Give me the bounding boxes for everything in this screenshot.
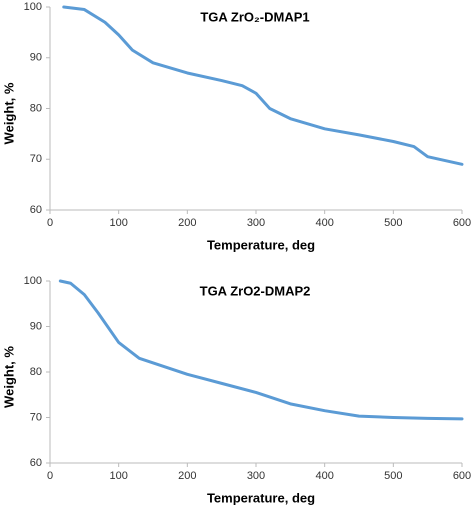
x-tick-label: 100 <box>109 470 127 482</box>
x-tick-label: 200 <box>178 470 196 482</box>
x-tick-label: 300 <box>247 217 265 229</box>
y-tick-label: 100 <box>24 1 42 13</box>
y-tick-label: 80 <box>30 102 42 114</box>
y-tick-label: 70 <box>30 411 42 423</box>
x-axis-title: Temperature, deg <box>207 237 315 252</box>
x-tick-label: 0 <box>47 217 53 229</box>
y-axis-title: Weight, % <box>1 82 16 144</box>
x-tick-label: 500 <box>384 470 402 482</box>
y-tick-label: 90 <box>30 52 42 64</box>
y-tick-label: 70 <box>30 153 42 165</box>
line-series <box>62 5 464 166</box>
x-tick-label: 400 <box>315 470 333 482</box>
x-tick-label: 600 <box>453 217 471 229</box>
y-axis-title: Weight, % <box>1 346 16 408</box>
x-tick-label: 100 <box>109 217 127 229</box>
y-tick-label: 60 <box>30 204 42 216</box>
y-tick-label: 80 <box>30 366 42 378</box>
y-tick-label: 90 <box>30 320 42 332</box>
x-tick-label: 500 <box>384 217 402 229</box>
x-tick-label: 600 <box>453 470 471 482</box>
chart-title: TGA ZrO2-DMAP2 <box>200 283 311 298</box>
x-tick-label: 400 <box>315 217 333 229</box>
x-axis-title: Temperature, deg <box>207 490 315 505</box>
x-tick-label: 300 <box>247 470 265 482</box>
line-series <box>58 279 464 421</box>
x-tick-label: 0 <box>47 470 53 482</box>
x-tick-label: 200 <box>178 217 196 229</box>
y-tick-label: 100 <box>24 275 42 287</box>
chart-title: TGA ZrO₂-DMAP1 <box>200 9 309 24</box>
y-tick-label: 60 <box>30 457 42 469</box>
